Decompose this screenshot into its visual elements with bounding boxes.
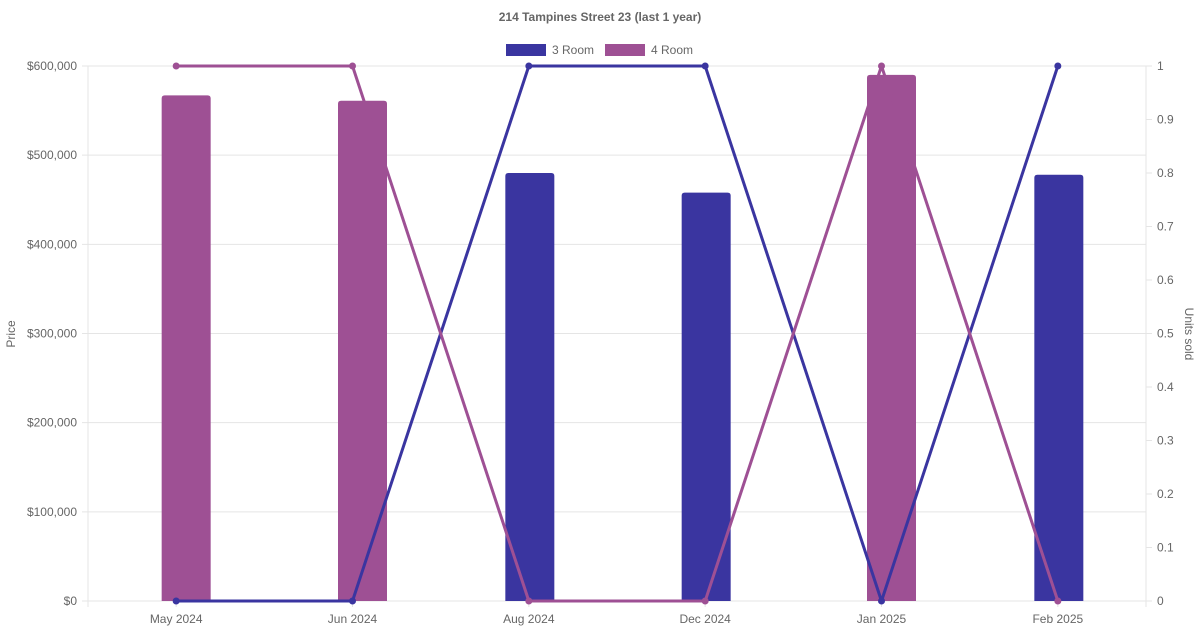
y-left-tick-label: $300,000 <box>27 327 77 341</box>
y-right-tick-label: 0.4 <box>1157 380 1174 394</box>
y-right-tick-label: 0.1 <box>1157 541 1174 555</box>
point-4-room-units-sold[interactable] <box>349 62 356 70</box>
point-4-room-units-sold[interactable] <box>701 597 709 605</box>
y-left-tick-label: $500,000 <box>27 148 77 162</box>
y-right-tick-label: 0.2 <box>1157 487 1174 501</box>
point-4-room-units-sold[interactable] <box>525 597 533 605</box>
x-tick-label: Aug 2024 <box>503 612 555 626</box>
y-left-tick-label: $400,000 <box>27 237 77 251</box>
line-4-room-units-sold <box>176 64 1060 603</box>
legend-label-3-room[interactable]: 3 Room <box>552 43 594 57</box>
lines <box>176 64 1060 603</box>
y-right-tick-label: 0.3 <box>1157 434 1174 448</box>
legend-swatch-4-room[interactable] <box>605 44 645 56</box>
y-right-tick-label: 1 <box>1157 59 1164 73</box>
y-axis-right-title: Units sold <box>1182 308 1196 361</box>
y-left-tick-label: $600,000 <box>27 59 77 73</box>
x-tick-label: Feb 2025 <box>1032 612 1083 626</box>
y-right-tick-label: 0.7 <box>1157 220 1174 234</box>
bars <box>161 74 1084 602</box>
chart-title: 214 Tampines Street 23 (last 1 year) <box>499 10 702 24</box>
bar-4-room[interactable] <box>338 100 387 602</box>
point-4-room-units-sold[interactable] <box>878 62 885 70</box>
point-3-room-units-sold[interactable] <box>349 597 356 605</box>
y-left-tick-label: $0 <box>64 594 78 608</box>
x-tick-label: Dec 2024 <box>679 612 731 626</box>
point-4-room-units-sold[interactable] <box>172 62 180 70</box>
x-tick-label: Jun 2024 <box>328 612 378 626</box>
point-3-room-units-sold[interactable] <box>1054 62 1062 70</box>
point-3-room-units-sold[interactable] <box>701 62 709 70</box>
bar-3-room[interactable] <box>1034 174 1084 602</box>
bar-3-room[interactable] <box>681 192 731 601</box>
point-4-room-units-sold[interactable] <box>1054 597 1062 605</box>
line-3-room-units-sold <box>176 64 1060 603</box>
y-axis-right-ticks: 0 0.1 0.2 0.3 0.4 0.5 0.6 0.7 0.8 0.9 1 <box>1146 59 1174 608</box>
y-right-tick-label: 0.6 <box>1157 273 1174 287</box>
bar-4-room[interactable] <box>867 74 916 601</box>
y-right-tick-label: 0 <box>1157 594 1164 608</box>
x-tick-label: May 2024 <box>150 612 203 626</box>
y-axis-left-title: Price <box>4 320 18 348</box>
x-axis-ticks: May 2024 Jun 2024 Aug 2024 Dec 2024 Jan 2025… <box>150 601 1084 626</box>
bar-4-room[interactable] <box>161 95 211 602</box>
points <box>172 62 1062 605</box>
point-3-room-units-sold[interactable] <box>172 597 180 605</box>
x-tick-label: Jan 2025 <box>857 612 907 626</box>
point-3-room-units-sold[interactable] <box>525 62 533 70</box>
grid-lines <box>82 65 1147 607</box>
y-axis-left-ticks: $0 $100,000 $200,000 $300,000 $400,000 $500,0… <box>27 59 77 608</box>
y-left-tick-label: $200,000 <box>27 416 77 430</box>
point-3-room-units-sold[interactable] <box>878 597 885 605</box>
legend-label-4-room[interactable]: 4 Room <box>651 43 693 57</box>
y-right-tick-label: 0.9 <box>1157 113 1174 127</box>
y-left-tick-label: $100,000 <box>27 505 77 519</box>
legend[interactable]: 3 Room 4 Room <box>506 43 693 57</box>
legend-swatch-3-room[interactable] <box>506 44 546 56</box>
y-right-tick-label: 0.5 <box>1157 327 1174 341</box>
bar-3-room[interactable] <box>505 173 555 601</box>
y-right-tick-label: 0.8 <box>1157 166 1174 180</box>
